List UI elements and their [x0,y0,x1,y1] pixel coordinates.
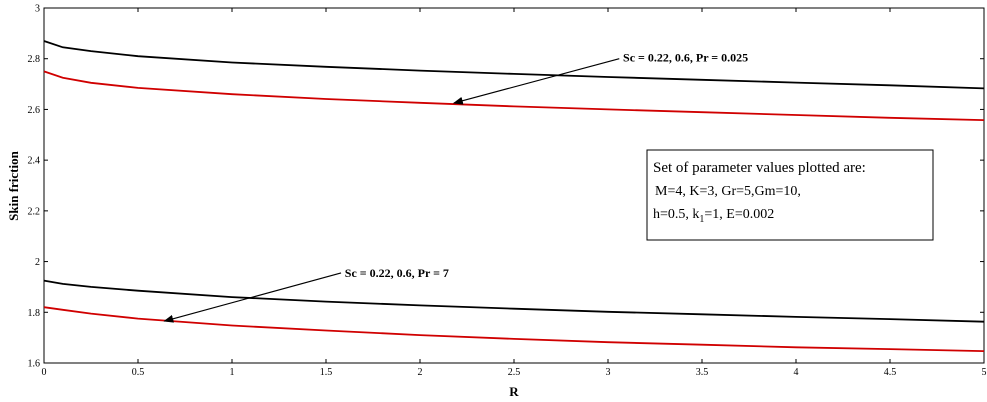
parameter-box-line2: h=0.5, k1=1, E=0.002 [653,207,774,225]
y-tick-label: 1.8 [28,308,41,319]
series-layer [43,40,985,352]
series-line-1 [43,40,985,90]
parameter-box-frame [646,149,934,241]
annotation-layer: Sc = 0.22, 0.6, Pr = 0.025 Sc = 0.22, 0.6… [163,50,748,323]
x-tick-label: 3 [606,367,611,378]
series-line-3 [43,279,985,323]
y-tick-label: 2.4 [28,156,41,167]
y-tick-label: 1.6 [28,359,41,370]
y-tick-label: 3 [35,4,40,15]
x-tick-label: 1 [230,367,235,378]
y-tick-label: 2.6 [28,105,41,116]
annotation-arrow-1 [452,58,620,105]
axis-ticks: 0 0.5 1 1.5 2 2.5 3 3.5 4 4.5 5 1.6 1.8 2 2.2 2.4 2.6 2.8… [28,4,987,379]
x-tick-label: 2 [418,367,423,378]
parameter-box-title: Set of parameter values plotted are: [653,160,866,176]
x-tick-label: 4.5 [884,367,897,378]
parameter-box-line1: M=4, K=3, Gr=5,Gm=10, [655,184,801,199]
x-tick-label: 3.5 [696,367,709,378]
annotation-label-2: Sc = 0.22, 0.6, Pr = 7 [345,266,449,280]
x-tick-label: 2.5 [508,367,521,378]
y-tick-label: 2.8 [28,54,41,65]
y-axis-label: Skin friction [6,150,21,220]
x-tick-label: 5 [982,367,987,378]
series-line-4 [43,306,985,352]
x-tick-label: 1.5 [320,367,333,378]
y-tick-label: 2 [35,257,40,268]
series-line-2 [43,70,985,121]
x-axis-label: R [509,384,519,399]
annotation-label-1: Sc = 0.22, 0.6, Pr = 0.025 [623,50,748,64]
parameter-box-line2-sub: 1 [699,214,704,225]
parameter-box-line2-prefix: h=0.5, k [653,207,699,222]
x-tick-label: 0.5 [132,367,145,378]
x-tick-label: 0 [42,367,47,378]
x-tick-label: 4 [794,367,799,378]
annotation-arrow-2 [163,272,342,323]
parameter-box-line2-suffix: =1, E=0.002 [704,207,774,222]
parameter-box: Set of parameter values plotted are: M=4… [646,149,934,241]
y-tick-label: 2.2 [28,206,41,217]
